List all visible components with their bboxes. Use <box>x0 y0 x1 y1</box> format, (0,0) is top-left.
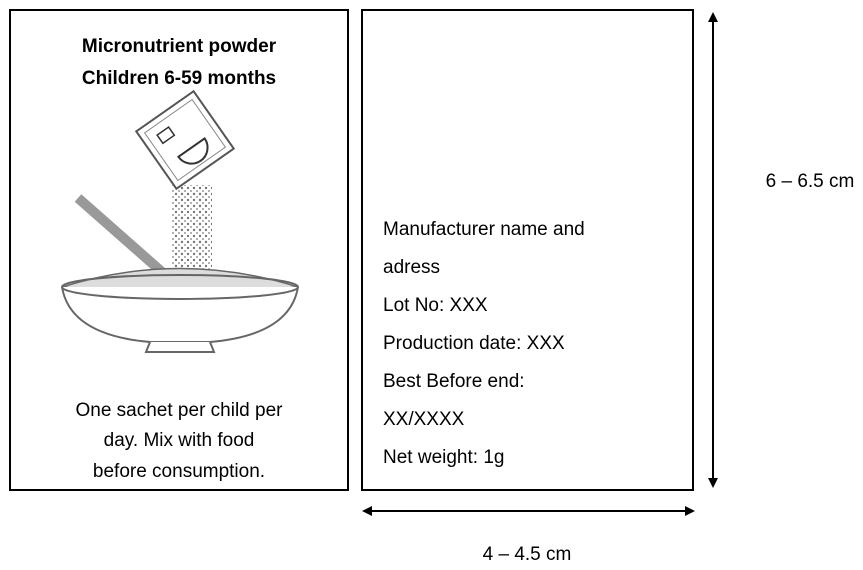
info-line: Lot No: XXX <box>383 295 488 316</box>
powder <box>172 185 212 275</box>
info-line: adress <box>383 257 440 278</box>
title-line: Micronutrient powder <box>82 36 277 57</box>
info-line: Manufacturer name and <box>383 219 585 240</box>
info-line: Net weight: 1g <box>383 447 504 468</box>
illustration <box>62 91 298 352</box>
bowl-base <box>146 342 214 352</box>
height-label: 6 – 6.5 cm <box>766 171 855 192</box>
info-line: XX/XXXX <box>383 409 465 430</box>
sachet <box>136 91 233 188</box>
caption-line: One sachet per child per <box>75 400 283 421</box>
right-text: Manufacturer name and adress Lot No: XXX Pr… <box>383 219 585 468</box>
title-line: Children 6-59 months <box>82 68 276 89</box>
spoon <box>78 198 162 272</box>
info-line: Production date: XXX <box>383 333 565 354</box>
caption-line: day. Mix with food <box>104 430 255 451</box>
width-label: 4 – 4.5 cm <box>483 544 572 565</box>
label-diagram: Micronutrient powder Children 6-59 month… <box>0 0 863 570</box>
info-line: Best Before end: <box>383 371 525 392</box>
caption-line: before consumption. <box>93 461 265 482</box>
